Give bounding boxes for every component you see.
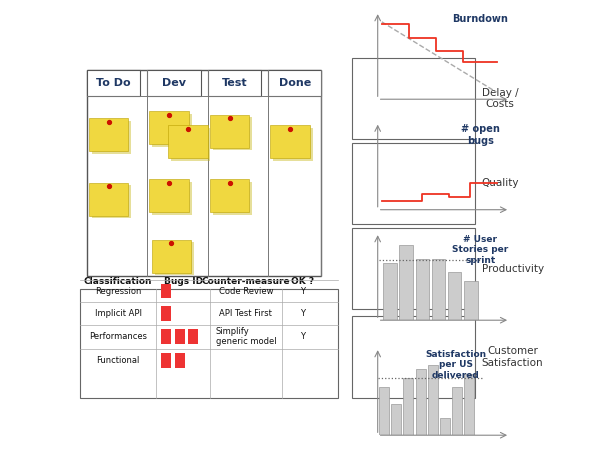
Bar	[383, 263, 397, 320]
FancyBboxPatch shape	[89, 183, 128, 216]
Text: Performances: Performances	[89, 332, 147, 341]
Text: # User
Stories per
sprint: # User Stories per sprint	[452, 235, 508, 265]
Bar	[452, 387, 462, 435]
Text: Functional: Functional	[97, 356, 140, 365]
Bar	[428, 365, 438, 435]
Bar	[379, 387, 389, 435]
Text: Bugs ID: Bugs ID	[164, 277, 203, 286]
Text: Counter-measure: Counter-measure	[202, 277, 290, 286]
FancyBboxPatch shape	[80, 289, 338, 398]
Bar	[440, 418, 450, 435]
Text: Dev: Dev	[162, 78, 186, 88]
FancyBboxPatch shape	[86, 70, 140, 96]
Text: Customer
Satisfaction: Customer Satisfaction	[482, 346, 544, 368]
Text: Delay /
Costs: Delay / Costs	[482, 87, 518, 109]
FancyBboxPatch shape	[152, 114, 192, 147]
Text: Implicit API: Implicit API	[95, 309, 142, 318]
FancyBboxPatch shape	[175, 353, 185, 368]
Text: Test: Test	[221, 78, 247, 88]
Bar	[464, 373, 474, 435]
FancyBboxPatch shape	[152, 182, 192, 215]
FancyBboxPatch shape	[155, 242, 194, 275]
FancyBboxPatch shape	[147, 70, 200, 96]
FancyBboxPatch shape	[149, 179, 189, 212]
Bar	[400, 245, 413, 320]
FancyBboxPatch shape	[161, 329, 171, 344]
FancyBboxPatch shape	[161, 306, 171, 321]
FancyBboxPatch shape	[273, 128, 313, 161]
Text: Satisfaction
per US
delivered: Satisfaction per US delivered	[425, 350, 487, 380]
Text: Classification: Classification	[84, 277, 152, 286]
FancyBboxPatch shape	[175, 329, 185, 344]
FancyBboxPatch shape	[86, 70, 322, 276]
FancyBboxPatch shape	[268, 70, 322, 96]
Text: Y: Y	[301, 309, 305, 318]
Bar	[403, 378, 413, 435]
FancyBboxPatch shape	[270, 125, 310, 158]
FancyBboxPatch shape	[92, 185, 131, 218]
Text: OK ?: OK ?	[291, 277, 314, 286]
FancyBboxPatch shape	[210, 115, 250, 148]
FancyBboxPatch shape	[352, 228, 475, 309]
FancyBboxPatch shape	[210, 179, 250, 212]
Bar	[391, 405, 401, 435]
Text: Y: Y	[301, 332, 305, 341]
FancyBboxPatch shape	[171, 128, 211, 161]
FancyBboxPatch shape	[352, 58, 475, 139]
FancyBboxPatch shape	[92, 121, 131, 154]
Bar	[464, 281, 478, 320]
Text: Code Review: Code Review	[218, 287, 273, 296]
Text: Regression: Regression	[95, 287, 141, 296]
Text: Y: Y	[301, 287, 305, 296]
FancyBboxPatch shape	[149, 111, 189, 144]
Text: To Do: To Do	[96, 78, 131, 88]
Text: Productivity: Productivity	[482, 263, 544, 274]
Text: API Test First: API Test First	[220, 309, 272, 318]
Text: Quality: Quality	[482, 179, 520, 189]
FancyBboxPatch shape	[208, 70, 261, 96]
Bar	[432, 258, 445, 320]
FancyBboxPatch shape	[161, 284, 171, 299]
FancyBboxPatch shape	[352, 143, 475, 224]
Text: Done: Done	[278, 78, 311, 88]
FancyBboxPatch shape	[212, 117, 252, 150]
FancyBboxPatch shape	[168, 125, 208, 158]
Bar	[415, 369, 425, 435]
FancyBboxPatch shape	[352, 316, 475, 398]
Bar	[448, 272, 461, 320]
FancyBboxPatch shape	[152, 240, 191, 273]
FancyBboxPatch shape	[188, 329, 198, 344]
Text: Simplify
generic model: Simplify generic model	[215, 327, 276, 346]
Bar	[415, 258, 429, 320]
Text: # open
bugs: # open bugs	[461, 124, 500, 146]
Text: Burndown: Burndown	[452, 14, 508, 24]
FancyBboxPatch shape	[212, 182, 252, 215]
FancyBboxPatch shape	[89, 118, 128, 152]
FancyBboxPatch shape	[161, 353, 171, 368]
